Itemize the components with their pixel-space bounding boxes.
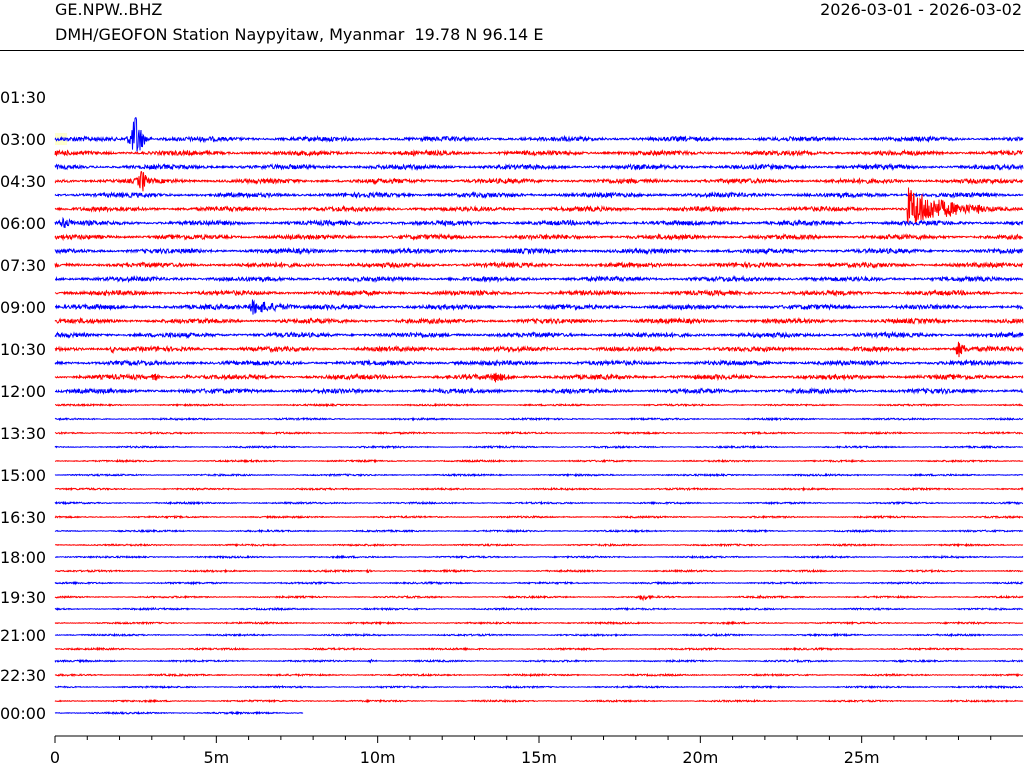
x-tick-label: 15m [521, 748, 557, 767]
trace-row [54, 216, 1024, 229]
trace-row [55, 458, 1024, 464]
trace-row [54, 528, 1024, 534]
trace-row [55, 274, 1024, 284]
trace-row [54, 620, 1024, 626]
y-tick-label: 00:00 [0, 704, 46, 723]
y-tick-label: 06:00 [0, 214, 46, 233]
trace-row [55, 299, 1024, 315]
trace-row [54, 386, 1024, 396]
trace-row [54, 514, 1024, 520]
x-tick-label: 20m [682, 748, 718, 767]
trace-row [54, 500, 1024, 506]
trace-row [54, 594, 1024, 602]
y-tick-label: 04:30 [0, 172, 46, 191]
trace-row [54, 372, 1024, 383]
trace-row [54, 246, 1024, 256]
trace-row [54, 117, 1024, 152]
station-description: DMH/GEOFON Station Naypyitaw, Myanmar 19… [55, 25, 544, 44]
trace-row [54, 316, 1024, 325]
trace-row [54, 148, 1024, 158]
y-tick-label: 15:00 [0, 466, 46, 485]
trace-row [54, 472, 1024, 478]
header-divider [0, 50, 1024, 51]
trace-row [54, 232, 1024, 242]
trace-row [54, 289, 1024, 298]
trace-row [54, 568, 1024, 574]
trace-row [54, 162, 1024, 172]
trace-row [54, 260, 1024, 270]
trace-row [54, 416, 1024, 422]
x-tick-label: 25m [844, 748, 880, 767]
trace-row [54, 672, 1024, 678]
trace-row [54, 580, 1024, 586]
y-tick-label: 12:00 [0, 382, 46, 401]
trace-row [54, 358, 1024, 367]
trace-row [54, 632, 1024, 638]
trace-row [54, 170, 1024, 192]
trace-row [54, 684, 1024, 690]
trace-row [54, 606, 1024, 612]
trace-row [54, 710, 304, 716]
trace-row [54, 486, 1024, 492]
y-tick-label: 18:00 [0, 548, 46, 567]
trace-row [54, 330, 1024, 340]
y-tick-label: 07:30 [0, 256, 46, 275]
y-tick-label: 13:30 [0, 424, 46, 443]
trace-row [54, 554, 1024, 560]
y-tick-label: 01:30 [0, 88, 46, 107]
station-code: GE.NPW..BHZ [55, 0, 163, 19]
trace-row [54, 658, 1024, 664]
y-tick-label: 10:30 [0, 340, 46, 359]
y-tick-label: 16:30 [0, 508, 46, 527]
x-tick-label: 5m [203, 748, 229, 767]
trace-row [54, 341, 1024, 358]
x-tick-label: 10m [360, 748, 396, 767]
trace-row [55, 402, 1024, 408]
trace-row [54, 444, 1024, 450]
x-tick-label: 0 [50, 748, 60, 767]
y-tick-label: 21:00 [0, 626, 46, 645]
y-tick-label: 03:00 [0, 130, 46, 149]
trace-row [54, 187, 1024, 225]
trace-row [54, 698, 1024, 704]
y-tick-label: 09:00 [0, 298, 46, 317]
y-tick-label: 22:30 [0, 666, 46, 685]
trace-row [54, 430, 1023, 436]
y-tick-label: 19:30 [0, 588, 46, 607]
date-range: 2026-03-01 - 2026-03-02 [820, 0, 1022, 19]
trace-row [54, 646, 1024, 652]
trace-row [54, 190, 1024, 199]
trace-row [54, 542, 1024, 548]
